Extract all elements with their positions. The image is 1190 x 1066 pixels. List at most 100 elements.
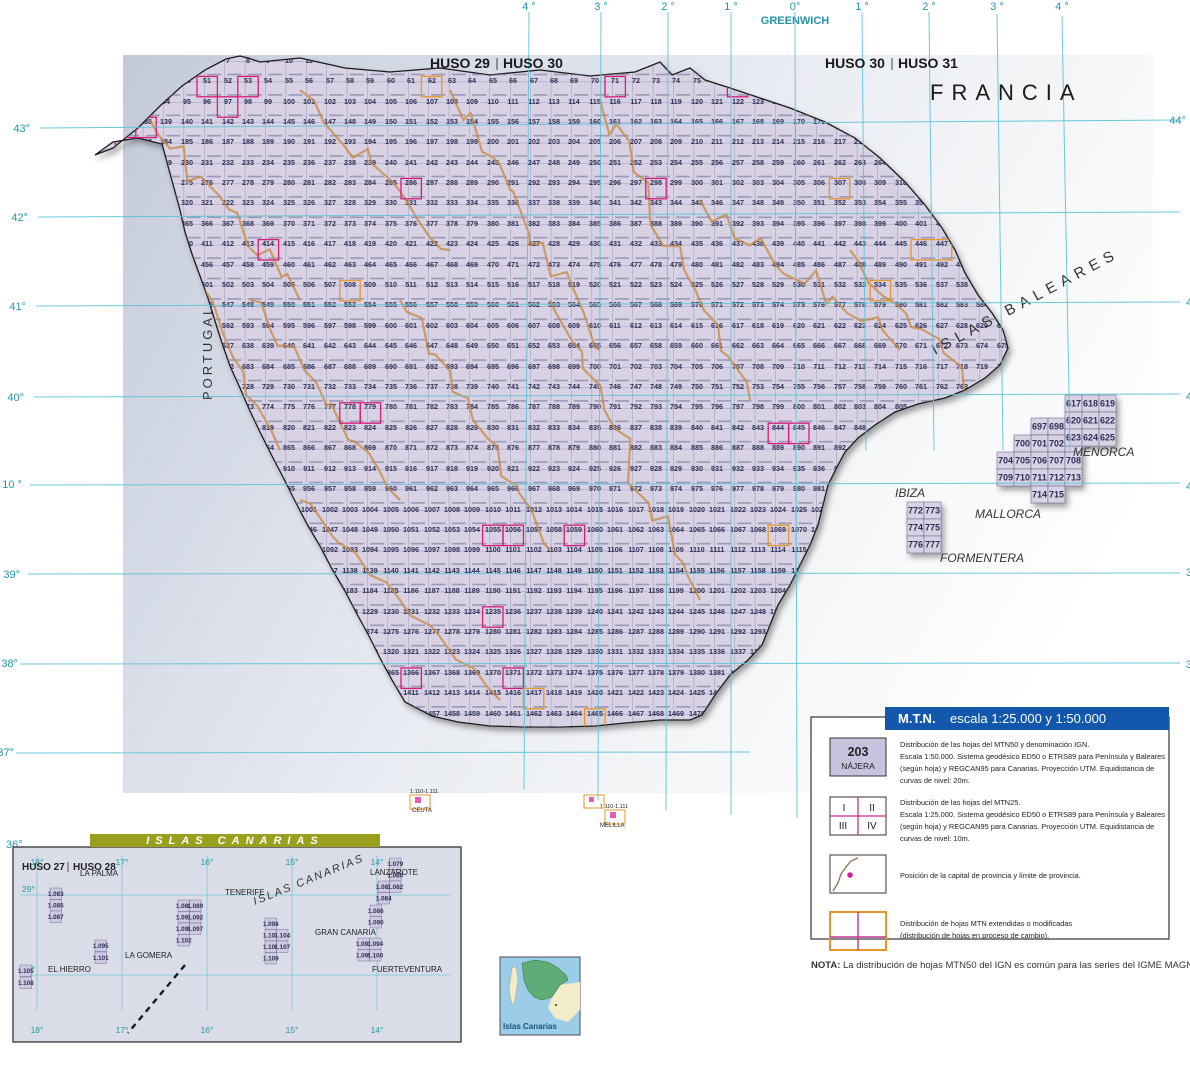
svg-text:1427: 1427	[730, 688, 746, 697]
svg-text:904: 904	[160, 464, 172, 473]
svg-text:1191: 1191	[505, 586, 521, 595]
svg-text:346: 346	[711, 198, 723, 207]
svg-text:31: 31	[713, 56, 721, 65]
svg-text:1048: 1048	[342, 525, 358, 534]
svg-text:1205: 1205	[791, 586, 807, 595]
svg-text:99: 99	[264, 97, 272, 106]
svg-text:67: 67	[530, 76, 538, 85]
svg-text:296: 296	[609, 178, 621, 187]
svg-text:1371: 1371	[505, 668, 521, 677]
svg-text:368: 368	[242, 219, 254, 228]
svg-text:2: 2	[124, 56, 128, 65]
svg-text:609: 609	[568, 321, 580, 330]
svg-text:149: 149	[364, 117, 376, 126]
svg-text:490: 490	[895, 260, 907, 269]
svg-text:471: 471	[507, 260, 519, 269]
svg-text:38°: 38°	[1, 658, 18, 670]
svg-text:114: 114	[568, 97, 580, 106]
svg-text:863: 863	[242, 443, 254, 452]
svg-text:725: 725	[181, 382, 193, 391]
svg-text:1375: 1375	[587, 668, 603, 677]
svg-text:791: 791	[609, 402, 621, 411]
svg-text:1309: 1309	[158, 647, 174, 656]
svg-text:257: 257	[732, 158, 744, 167]
svg-text:752: 752	[732, 382, 744, 391]
svg-text:1372: 1372	[526, 668, 542, 677]
svg-text:876: 876	[507, 443, 519, 452]
svg-text:1270: 1270	[281, 627, 297, 636]
svg-text:445: 445	[895, 239, 907, 248]
svg-text:426: 426	[507, 239, 519, 248]
svg-text:240: 240	[385, 158, 397, 167]
svg-text:1110: 1110	[689, 545, 704, 554]
svg-text:758: 758	[854, 382, 866, 391]
svg-text:LA GOMERA: LA GOMERA	[125, 951, 173, 960]
svg-text:1.085: 1.085	[48, 903, 64, 910]
svg-text:1184: 1184	[362, 586, 378, 595]
svg-text:541: 541	[99, 300, 111, 309]
svg-text:1058: 1058	[546, 525, 562, 534]
svg-text:259: 259	[772, 158, 784, 167]
svg-text:694: 694	[466, 362, 478, 371]
svg-text:1286: 1286	[607, 627, 623, 636]
svg-text:823: 823	[344, 423, 356, 432]
svg-text:1401: 1401	[199, 688, 215, 697]
svg-text:129: 129	[874, 97, 886, 106]
svg-text:1024: 1024	[770, 505, 786, 514]
svg-text:172: 172	[834, 117, 846, 126]
svg-text:507: 507	[324, 280, 336, 289]
svg-text:712: 712	[1049, 473, 1064, 483]
svg-text:1109: 1109	[668, 545, 684, 554]
svg-text:933: 933	[752, 464, 764, 473]
svg-text:439: 439	[772, 239, 784, 248]
svg-text:851: 851	[915, 423, 927, 432]
svg-text:1461: 1461	[505, 709, 521, 718]
svg-text:1308: 1308	[138, 647, 154, 656]
svg-text:840: 840	[691, 423, 703, 432]
svg-text:867: 867	[324, 443, 336, 452]
svg-text:1453: 1453	[342, 709, 358, 718]
svg-text:203: 203	[848, 745, 869, 759]
svg-text:2 °: 2 °	[922, 1, 936, 13]
svg-text:1050: 1050	[383, 525, 399, 534]
svg-text:415: 415	[283, 239, 295, 248]
svg-text:131: 131	[915, 97, 927, 106]
svg-text:117: 117	[630, 97, 642, 106]
svg-text:1409: 1409	[362, 688, 378, 697]
svg-text:618: 618	[752, 321, 764, 330]
svg-text:674: 674	[976, 341, 988, 350]
svg-text:1225: 1225	[281, 607, 297, 616]
svg-text:1344: 1344	[872, 647, 888, 656]
svg-text:781: 781	[405, 402, 417, 411]
svg-text:1182: 1182	[322, 586, 338, 595]
svg-text:1362: 1362	[322, 668, 338, 677]
svg-text:3: 3	[144, 56, 148, 65]
svg-text:450: 450	[997, 239, 1009, 248]
svg-text:1428: 1428	[750, 688, 766, 697]
svg-text:1388: 1388	[852, 668, 868, 677]
svg-text:1247: 1247	[730, 607, 746, 616]
svg-text:219: 219	[874, 137, 886, 146]
svg-text:112: 112	[528, 97, 540, 106]
svg-text:1334: 1334	[668, 647, 684, 656]
svg-text:621: 621	[1083, 416, 1098, 426]
svg-text:220: 220	[895, 137, 907, 146]
svg-text:612: 612	[630, 321, 642, 330]
svg-text:49: 49	[162, 76, 170, 85]
svg-text:1315: 1315	[281, 647, 297, 656]
svg-text:295: 295	[589, 178, 601, 187]
svg-text:338: 338	[548, 198, 560, 207]
svg-text:1049: 1049	[362, 525, 378, 534]
svg-text:671: 671	[915, 341, 927, 350]
svg-text:1074: 1074	[872, 525, 888, 534]
svg-text:901: 901	[99, 464, 111, 473]
svg-text:588: 588	[140, 321, 152, 330]
svg-text:540: 540	[997, 280, 1009, 289]
svg-text:804: 804	[874, 402, 886, 411]
svg-text:372: 372	[324, 219, 336, 228]
svg-text:543: 543	[140, 300, 152, 309]
svg-text:385: 385	[589, 219, 601, 228]
svg-text:750: 750	[691, 382, 703, 391]
svg-text:190: 190	[283, 137, 295, 146]
svg-text:1236: 1236	[505, 607, 521, 616]
